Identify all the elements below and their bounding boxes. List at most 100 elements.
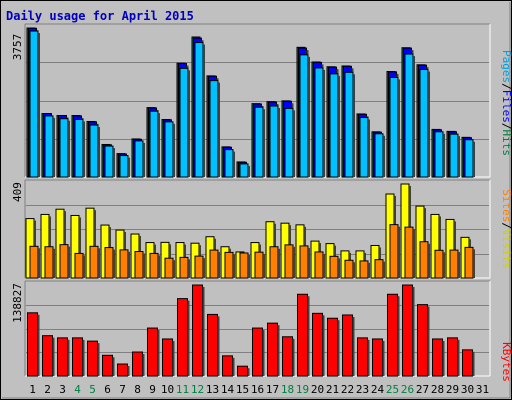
sites-bar-shadow — [218, 252, 220, 278]
sites-bar-shadow — [368, 262, 370, 278]
hits-files-pages-panel — [24, 23, 491, 178]
kbytes-bar — [432, 338, 443, 377]
pages-bar-shadow — [263, 109, 265, 177]
pages-bar-shadow — [218, 82, 220, 177]
pages-bar — [404, 53, 414, 178]
kbytes-bar — [42, 335, 53, 377]
pages-bar — [389, 76, 399, 178]
kbytes-bar — [447, 337, 458, 377]
sites-bar-shadow — [293, 246, 295, 278]
visits-legend: Sites/Visits — [500, 189, 512, 269]
kbytes-bar — [267, 322, 278, 377]
sites-bar — [149, 252, 159, 279]
visits-sites-panel — [24, 179, 491, 279]
pages-bar-shadow — [188, 70, 190, 177]
pages-bar-shadow — [248, 165, 250, 177]
sites-bar-shadow — [413, 229, 415, 278]
day-tick-label: 31 — [476, 383, 489, 396]
kbytes-bar-shadow — [247, 368, 250, 376]
pages-bar — [434, 131, 444, 178]
sites-bar — [89, 245, 99, 279]
kbytes-bar — [72, 337, 83, 377]
pages-bar-shadow — [128, 157, 130, 177]
day-axis: 1 2 3 4 5 6 7 8 9 10 11 12 13 14 15 16 17 18 19 20 21 22 23 24 2… — [29, 383, 489, 396]
day-tick-label: 24 — [371, 383, 385, 396]
day-tick-label: 2 — [44, 383, 51, 396]
legend-pages: Pages — [500, 50, 512, 83]
pages-bar-shadow — [323, 69, 325, 177]
pages-bar-shadow — [308, 56, 310, 177]
sites-bar-shadow — [203, 258, 205, 278]
kbytes-bar-shadow — [277, 325, 280, 376]
day-tick-label: 25 — [386, 383, 399, 396]
kbytes-bar-shadow — [472, 351, 475, 376]
pages-bar — [134, 140, 144, 178]
pages-bar-shadow — [203, 44, 205, 177]
kbytes-bar-shadow — [172, 340, 175, 376]
sites-bar — [119, 249, 129, 279]
kbytes-bar — [342, 314, 353, 377]
day-tick-label: 3 — [59, 383, 66, 396]
kbytes-bar — [177, 298, 188, 377]
pages-bar — [254, 106, 264, 178]
sites-bar — [59, 244, 69, 279]
pages-bar-shadow — [368, 119, 370, 177]
day-tick-label: 21 — [326, 383, 339, 396]
sites-bar — [404, 226, 414, 279]
day-tick-label: 12 — [191, 383, 204, 396]
hits-legend: Pages/Files/Hits — [500, 50, 512, 156]
sites-bar-shadow — [128, 251, 130, 278]
pages-bar — [194, 42, 204, 178]
sites-bar — [299, 245, 309, 279]
pages-bar-shadow — [173, 123, 175, 177]
day-tick-label: 18 — [281, 383, 294, 396]
sites-bar-shadow — [68, 246, 70, 278]
kbytes-bar — [417, 304, 428, 377]
sites-bar-shadow — [473, 249, 475, 278]
kbytes-bar-shadow — [202, 287, 205, 376]
sites-bar — [104, 247, 114, 279]
kbytes-bar — [402, 284, 413, 377]
visits-bar-shadow — [94, 210, 96, 278]
pages-bar-shadow — [143, 142, 145, 177]
sites-bar — [209, 249, 219, 279]
pages-bar-shadow — [113, 148, 115, 177]
pages-bar-shadow — [443, 133, 445, 177]
sites-bar — [134, 251, 144, 279]
sites-bar — [419, 241, 429, 279]
day-tick-label: 26 — [401, 383, 414, 396]
hits-ymax-label: 3757 — [11, 34, 24, 61]
sites-bar — [164, 257, 174, 279]
pages-bar-shadow — [233, 151, 235, 177]
sites-bar-shadow — [98, 248, 100, 278]
pages-bar — [284, 107, 294, 178]
svg-text:Pages/Files/Hits: Pages/Files/Hits — [500, 50, 512, 156]
pages-bar — [74, 118, 84, 178]
day-tick-label: 17 — [266, 383, 279, 396]
pages-bar — [209, 80, 219, 178]
pages-bar-shadow — [383, 135, 385, 177]
day-tick-label: 6 — [104, 383, 111, 396]
day-tick-label: 11 — [176, 383, 189, 396]
sites-bar — [374, 259, 384, 279]
legend-kbytes: KBytes — [500, 342, 512, 382]
sites-bar-shadow — [263, 254, 265, 278]
sites-bar — [329, 255, 339, 279]
sites-bar-shadow — [443, 252, 445, 278]
pages-bar — [239, 163, 249, 178]
sites-bar — [224, 251, 234, 279]
pages-bar — [374, 133, 384, 178]
sites-bar-shadow — [143, 253, 145, 278]
pages-bar — [359, 117, 369, 178]
pages-bar-shadow — [278, 108, 280, 177]
kbytes-bar — [357, 337, 368, 377]
day-tick-label: 10 — [161, 383, 174, 396]
kbytes-bar-shadow — [382, 340, 385, 376]
pages-bar — [104, 145, 114, 178]
kbytes-bar-shadow — [187, 300, 190, 376]
legend-hits: Hits — [500, 130, 512, 157]
day-tick-label: 4 — [74, 383, 81, 396]
pages-bar — [419, 69, 429, 178]
kbytes-bar — [282, 336, 293, 377]
pages-bar — [299, 54, 309, 178]
